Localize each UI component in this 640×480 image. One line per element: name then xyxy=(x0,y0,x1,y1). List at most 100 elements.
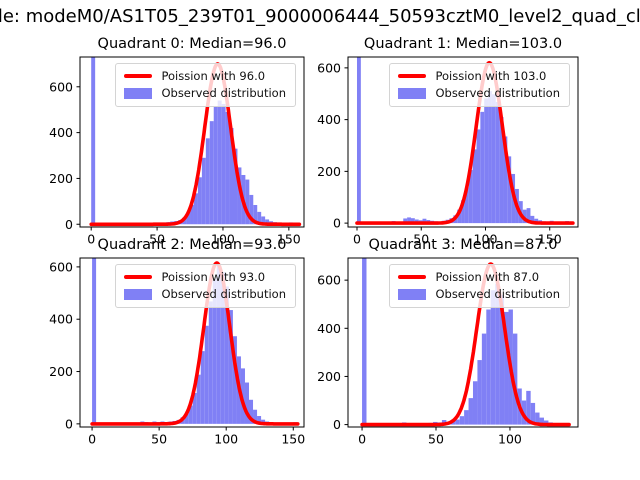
x-tick-label: 50 xyxy=(413,232,429,247)
histogram-bar xyxy=(530,402,536,425)
histogram-bar xyxy=(209,121,214,225)
histogram-bar xyxy=(480,111,485,224)
histogram-bar xyxy=(455,419,460,425)
poisson-curve xyxy=(90,261,300,426)
y-tick-label: 0 xyxy=(333,417,341,432)
histogram-bar xyxy=(457,209,462,224)
histogram-bar xyxy=(193,193,198,225)
histogram-bar xyxy=(212,278,217,424)
histogram-bar xyxy=(499,117,504,224)
legend-row-observed: Observed distribution xyxy=(398,287,560,301)
histogram-bar xyxy=(522,209,527,224)
legend-label-poisson: Poission with 103.0 xyxy=(435,69,547,83)
histogram-bar xyxy=(220,272,225,424)
histogram-bar xyxy=(190,204,194,225)
histogram-bar xyxy=(208,301,213,424)
quadrant-1-title: Quadrant 1: Median=103.0 xyxy=(363,36,563,52)
histogram-bar xyxy=(468,398,473,425)
legend-line-swatch xyxy=(398,74,427,79)
histogram-bar xyxy=(422,218,427,224)
y-tick-label: 400 xyxy=(317,112,341,127)
x-tick-label: 100 xyxy=(211,232,235,247)
histogram-bar xyxy=(534,218,539,224)
y-tick-label: 400 xyxy=(49,312,73,327)
x-tick-label: 0 xyxy=(88,432,96,447)
histogram-bar xyxy=(184,413,189,424)
x-tick-label: 50 xyxy=(149,232,165,247)
legend-row-poisson: Poission with 96.0 xyxy=(124,69,286,83)
quadrant-3-axes: 0 50 100 0 200 400 600 xyxy=(317,257,579,447)
histogram-bar xyxy=(488,91,492,224)
legend-row-poisson: Poission with 103.0 xyxy=(398,69,560,83)
legend-label-observed: Observed distribution xyxy=(435,287,560,302)
histogram-bar xyxy=(201,157,206,225)
histogram-bar xyxy=(225,111,230,225)
legend-patch-swatch xyxy=(398,88,427,100)
histogram-bar xyxy=(257,211,262,225)
histogram-bar xyxy=(472,381,478,425)
histogram-bar xyxy=(504,311,509,425)
y-tick-label: 0 xyxy=(65,217,73,232)
histogram-bar xyxy=(476,129,481,224)
histogram-bar xyxy=(261,216,266,225)
legend-label-observed: Observed distribution xyxy=(435,86,560,101)
quadrant-2-legend: Poission with 93.0 Observed distribution xyxy=(115,264,296,308)
histogram-bar xyxy=(221,103,226,225)
legend-row-poisson: Poission with 87.0 xyxy=(398,270,560,284)
histogram-bar xyxy=(526,208,531,224)
histogram-bar xyxy=(205,138,210,225)
histogram-bar xyxy=(459,416,465,425)
legend-label-observed: Observed distribution xyxy=(161,86,286,101)
histogram-bar xyxy=(229,128,234,225)
histogram-bar xyxy=(200,351,205,424)
x-tick-label: 0 xyxy=(353,232,361,247)
histogram-bar xyxy=(224,286,229,424)
histogram-bar xyxy=(481,333,487,425)
x-tick-label: 0 xyxy=(358,432,366,447)
histogram-bar xyxy=(526,390,531,425)
quadrant-2-title: Quadrant 2: Median=93.0 xyxy=(97,237,287,253)
x-tick-label: 150 xyxy=(281,432,305,447)
quadrant-1-legend: Poission with 103.0 Observed distributio… xyxy=(389,63,570,107)
histogram-bar xyxy=(464,187,469,224)
histogram-bar xyxy=(407,217,411,224)
y-tick-label: 600 xyxy=(49,259,73,274)
histogram-bar xyxy=(265,219,270,225)
histogram-bar xyxy=(356,57,361,224)
y-tick-label: 0 xyxy=(65,416,73,431)
histogram-bar xyxy=(468,170,473,224)
poisson-curve xyxy=(355,60,575,225)
y-tick-label: 200 xyxy=(317,369,341,384)
histogram-bar xyxy=(197,177,202,225)
histogram-bar xyxy=(464,410,469,425)
y-tick-label: 200 xyxy=(49,171,73,186)
histogram-bar xyxy=(240,368,245,424)
x-tick-label: 150 xyxy=(538,232,562,247)
histogram-bar xyxy=(186,212,191,225)
histogram-bar xyxy=(249,399,254,424)
histogram-bar xyxy=(237,167,242,225)
legend-label-observed: Observed distribution xyxy=(161,287,286,302)
x-tick-label: 100 xyxy=(474,232,498,247)
legend-patch-swatch xyxy=(124,289,153,301)
histogram-bar xyxy=(503,136,508,224)
histogram-bar xyxy=(543,420,549,425)
histogram-bar xyxy=(249,194,254,225)
histogram-bar xyxy=(490,290,496,425)
x-tick-label: 150 xyxy=(277,232,301,247)
histogram-bar xyxy=(196,374,201,424)
legend-line-swatch xyxy=(398,275,427,280)
quadrant-3-title: Quadrant 3: Median=87.0 xyxy=(368,237,558,253)
histogram-bar xyxy=(507,156,512,224)
histogram-bar xyxy=(410,218,415,224)
legend-label-poisson: Poission with 87.0 xyxy=(435,270,540,284)
legend-row-observed: Observed distribution xyxy=(124,287,286,301)
y-tick-label: 400 xyxy=(49,125,73,140)
histogram-bar xyxy=(204,325,209,424)
histogram-bar xyxy=(217,100,222,225)
y-tick-label: 200 xyxy=(49,364,73,379)
x-tick-label: 100 xyxy=(498,432,522,447)
histogram-bar xyxy=(491,94,496,224)
